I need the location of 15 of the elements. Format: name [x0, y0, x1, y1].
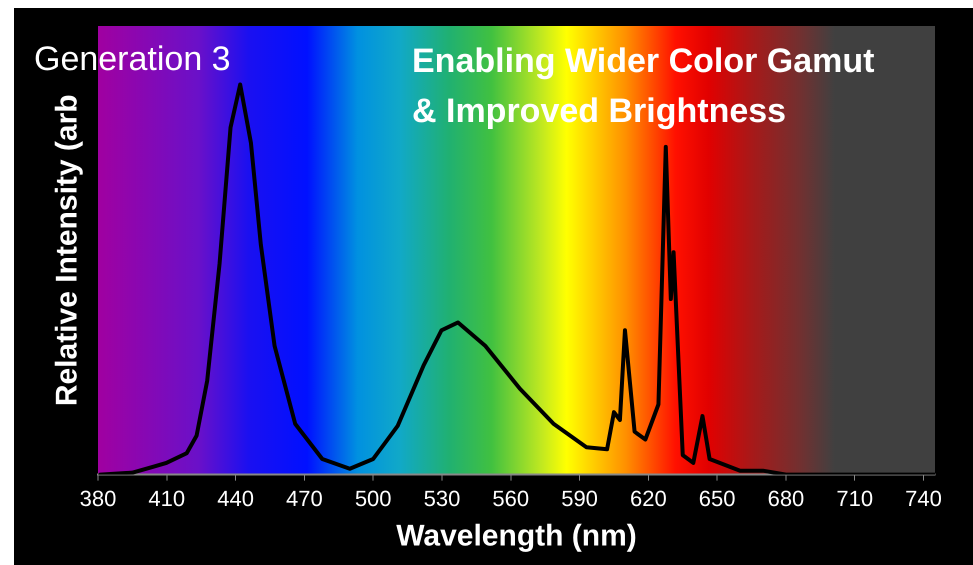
x-tick-label: 410: [148, 486, 186, 511]
x-tick-label: 380: [80, 486, 116, 511]
x-tick-label: 500: [354, 486, 392, 511]
y-axis-title: Relative Intensity (arb: [50, 94, 84, 406]
x-tick-label: 560: [492, 486, 530, 511]
x-tick-label: 590: [561, 486, 598, 511]
x-axis-title: Wavelength (nm): [396, 519, 637, 552]
x-tick-label: 710: [836, 486, 874, 511]
x-tick-label: 740: [905, 486, 942, 511]
x-tick-label: 470: [286, 486, 323, 511]
x-tick-label: 680: [768, 486, 804, 511]
x-tick-label: 530: [424, 486, 460, 511]
x-tick-label: 440: [217, 486, 254, 511]
x-tick-label: 620: [630, 486, 667, 511]
x-tick-label: 650: [698, 486, 736, 511]
